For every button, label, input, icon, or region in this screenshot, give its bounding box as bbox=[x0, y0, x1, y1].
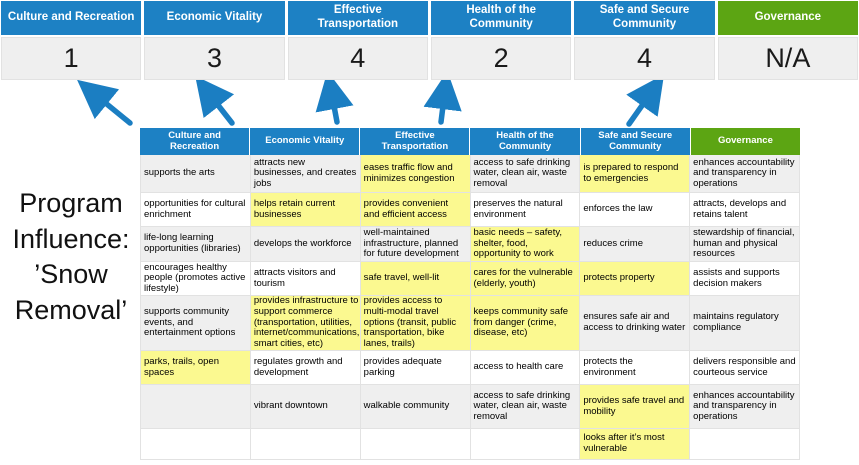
matrix-cell: opportunities for cultural enrichment bbox=[141, 193, 250, 226]
matrix-cell: is prepared to respond to emergencies bbox=[580, 155, 690, 192]
matrix-cell bbox=[250, 429, 360, 459]
pillar-header: Health of the Community bbox=[430, 1, 572, 35]
matrix-cell bbox=[141, 385, 250, 428]
influence-matrix: Culture and Recreation Economic Vitality… bbox=[140, 128, 800, 460]
pillar-score: 4 bbox=[574, 37, 715, 80]
pillar-header: Culture and Recreation bbox=[1, 1, 142, 35]
matrix-cell: walkable community bbox=[360, 385, 470, 428]
pillar-column-safe: Safe and Secure Community 4 bbox=[574, 1, 715, 80]
matrix-cell: provides safe travel and mobility bbox=[580, 385, 690, 428]
matrix-cell: regulates growth and development bbox=[250, 351, 360, 384]
pillar-column-culture: Culture and Recreation 1 bbox=[1, 1, 142, 80]
pillar-column-economic: Economic Vitality 3 bbox=[144, 1, 285, 80]
matrix-cell: attracts visitors and tourism bbox=[250, 262, 360, 295]
matrix-cell: safe travel, well-lit bbox=[360, 262, 470, 295]
matrix-cell: basic needs – safety, shelter, food, opp… bbox=[470, 227, 580, 261]
pillar-score: 4 bbox=[287, 37, 428, 80]
matrix-cell: access to safe drinking water, clean air… bbox=[470, 385, 580, 428]
matrix-cell: attracts, develops and retains talent bbox=[690, 193, 799, 226]
matrix-cell: encourages healthy people (promotes acti… bbox=[141, 262, 250, 295]
pillar-header: Economic Vitality bbox=[144, 1, 285, 35]
matrix-cell: access to safe drinking water, clean air… bbox=[470, 155, 580, 192]
matrix-cell: eases traffic flow and minimizes congest… bbox=[360, 155, 470, 192]
program-title: Program Influence: ’Snow Removal’ bbox=[12, 188, 130, 325]
matrix-header-cell: Safe and Secure Community bbox=[580, 128, 690, 155]
pillar-column-governance: Governance N/A bbox=[717, 1, 858, 80]
matrix-cell: access to health care bbox=[470, 351, 580, 384]
arrow-up-icon bbox=[423, 80, 462, 125]
score-arrows bbox=[77, 80, 665, 127]
matrix-header-cell: Effective Transportation bbox=[360, 128, 470, 155]
matrix-cell: provides access to multi-modal travel op… bbox=[360, 296, 470, 350]
pillar-column-health: Health of the Community 2 bbox=[430, 1, 572, 80]
matrix-cell: enhances accountability and transparency… bbox=[690, 155, 799, 192]
matrix-cell: parks, trails, open spaces bbox=[141, 351, 250, 384]
matrix-cell: enhances accountability and transparency… bbox=[690, 385, 799, 428]
matrix-cell: supports community events, and entertain… bbox=[141, 296, 250, 350]
matrix-cell bbox=[690, 429, 799, 459]
matrix-cell: looks after it’s most vulnerable bbox=[580, 429, 690, 459]
matrix-cell: provides convenient and efficient access bbox=[360, 193, 470, 226]
pillar-scoreboard: Culture and Recreation 1 Economic Vitali… bbox=[1, 1, 858, 80]
matrix-cell: helps retain current businesses bbox=[250, 193, 360, 226]
pillar-header: Safe and Secure Community bbox=[574, 1, 715, 35]
matrix-cell: preserves the natural environment bbox=[470, 193, 580, 226]
matrix-cell: attracts new businesses, and creates job… bbox=[250, 155, 360, 192]
pillar-score: 1 bbox=[1, 37, 142, 80]
pillar-header: Governance bbox=[717, 1, 858, 35]
matrix-cell: supports the arts bbox=[141, 155, 250, 192]
pillar-score: 2 bbox=[430, 37, 572, 80]
matrix-cell: cares for the vulnerable (elderly, youth… bbox=[470, 262, 580, 295]
matrix-cell: provides adequate parking bbox=[360, 351, 470, 384]
pillar-score: N/A bbox=[717, 37, 858, 80]
matrix-header-cell: Culture and Recreation bbox=[140, 128, 250, 155]
matrix-cell: delivers responsible and courteous servi… bbox=[690, 351, 799, 384]
matrix-cell: protects the environment bbox=[580, 351, 690, 384]
matrix-header-row: Culture and Recreation Economic Vitality… bbox=[140, 128, 800, 155]
matrix-cell: well-maintained infrastructure, planned … bbox=[360, 227, 470, 261]
matrix-cell bbox=[141, 429, 250, 459]
arrow-up-icon bbox=[77, 80, 133, 126]
matrix-cell: life-long learning opportunities (librar… bbox=[141, 227, 250, 261]
matrix-cell: keeps community safe from danger (crime,… bbox=[470, 296, 580, 350]
pillar-score: 3 bbox=[144, 37, 285, 80]
matrix-cell bbox=[360, 429, 470, 459]
pillar-header: Effective Transportation bbox=[287, 1, 428, 35]
matrix-header-cell: Economic Vitality bbox=[250, 128, 360, 155]
matrix-cell: vibrant downtown bbox=[250, 385, 360, 428]
matrix-cell: maintains regulatory compliance bbox=[690, 296, 799, 350]
matrix-body: supports the arts attracts new businesse… bbox=[140, 155, 800, 460]
matrix-cell: enforces the law bbox=[580, 193, 690, 226]
arrow-up-icon bbox=[626, 80, 665, 127]
matrix-header-cell: Governance bbox=[690, 128, 800, 155]
matrix-cell: stewardship of financial, human and phys… bbox=[690, 227, 799, 261]
matrix-cell: reduces crime bbox=[580, 227, 690, 261]
arrow-up-icon bbox=[195, 80, 235, 126]
matrix-cell: protects property bbox=[580, 262, 690, 295]
matrix-cell bbox=[470, 429, 580, 459]
pillar-column-transportation: Effective Transportation 4 bbox=[287, 1, 428, 80]
matrix-cell: ensures safe air and access to drinking … bbox=[580, 296, 690, 350]
matrix-cell: assists and supports decision makers bbox=[690, 262, 799, 295]
arrow-up-icon bbox=[315, 80, 354, 125]
matrix-cell: provides infrastructure to support comme… bbox=[250, 296, 360, 350]
matrix-cell: develops the workforce bbox=[250, 227, 360, 261]
matrix-header-cell: Health of the Community bbox=[470, 128, 580, 155]
